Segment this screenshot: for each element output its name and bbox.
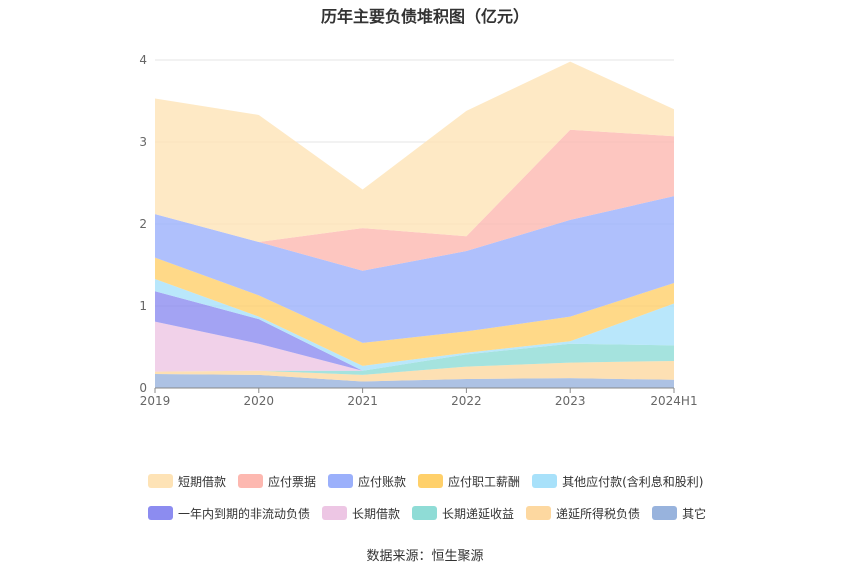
y-tick-label: 2 [139,217,147,231]
area-长期借款 [155,321,674,372]
legend-item[interactable]: 其他应付款(含利息和股利) [532,473,703,490]
legend-item[interactable]: 应付职工薪酬 [418,473,520,490]
area-长期递延收益 [155,343,674,375]
legend-row: 一年内到期的非流动负债 长期借款 长期递延收益 递延所得税负债 其它 [148,502,748,524]
legend-swatch [322,506,348,520]
legend-label: 其它 [682,506,707,521]
area-递延所得税负债 [155,360,674,382]
legend-swatch [148,506,173,520]
legend-swatch [526,506,552,520]
legend-item[interactable]: 短期借款 [148,473,226,490]
area-一年内到期的非流动负债 [155,291,674,371]
legend-item[interactable]: 长期借款 [322,505,400,522]
legend-swatch [412,506,438,520]
x-tick-label: 2019 [140,394,171,408]
area-应付票据 [155,129,674,271]
area-series [155,61,674,388]
y-tick-label: 1 [139,299,147,313]
area-其它 [155,374,674,388]
area-应付职工薪酬 [155,257,674,366]
legend-label: 长期递延收益 [442,506,515,521]
chart-title: 历年主要负债堆积图（亿元） [320,7,529,26]
area-短期借款 [155,61,674,243]
legend-swatch [652,506,678,520]
legend-swatch [418,474,444,488]
legend-swatch [148,474,173,488]
legend-swatch [532,474,558,488]
legend-item[interactable]: 应付账款 [328,473,406,490]
legend-item[interactable]: 其它 [652,505,706,522]
legend-swatch [238,474,264,488]
y-tick-label: 3 [139,135,147,149]
area-应付账款 [155,196,674,343]
y-tick-label: 4 [139,53,147,67]
legend-item[interactable]: 递延所得税负债 [526,505,640,522]
legend-item[interactable]: 一年内到期的非流动负债 [148,505,310,522]
legend-label: 应付票据 [268,474,317,489]
x-tick-label: 2024H1 [650,394,697,408]
legend-label: 短期借款 [178,474,227,489]
legend-label: 一年内到期的非流动负债 [178,506,311,521]
x-tick-label: 2021 [347,394,378,408]
stacked-area-chart: 0 1 2 3 4 2019 2020 2021 2022 2023 2024H1 [139,53,697,408]
y-tick-label: 0 [139,381,147,395]
legend-label: 长期借款 [352,506,401,521]
data-source: 数据来源：恒生聚源 [366,549,484,564]
x-tick-label: 2020 [244,394,275,408]
legend-label: 其他应付款(含利息和股利) [562,474,704,489]
legend-row: 短期借款 应付票据 应付账款 应付职工薪酬 其他应付款(含利息和股利) [148,470,748,492]
legend-item[interactable]: 应付票据 [238,473,316,490]
legend-item[interactable]: 长期递延收益 [412,505,514,522]
axes: 0 1 2 3 4 2019 2020 2021 2022 2023 2024H1 [139,53,697,408]
legend-label: 应付职工薪酬 [448,474,521,489]
legend: 短期借款 应付票据 应付账款 应付职工薪酬 其他应付款(含利息和股利) 一年内到期的非流… [148,470,748,534]
legend-label: 应付账款 [358,474,407,489]
legend-swatch [328,474,354,488]
x-tick-label: 2022 [451,394,482,408]
x-tick-label: 2023 [555,394,586,408]
legend-label: 递延所得税负债 [556,506,641,521]
